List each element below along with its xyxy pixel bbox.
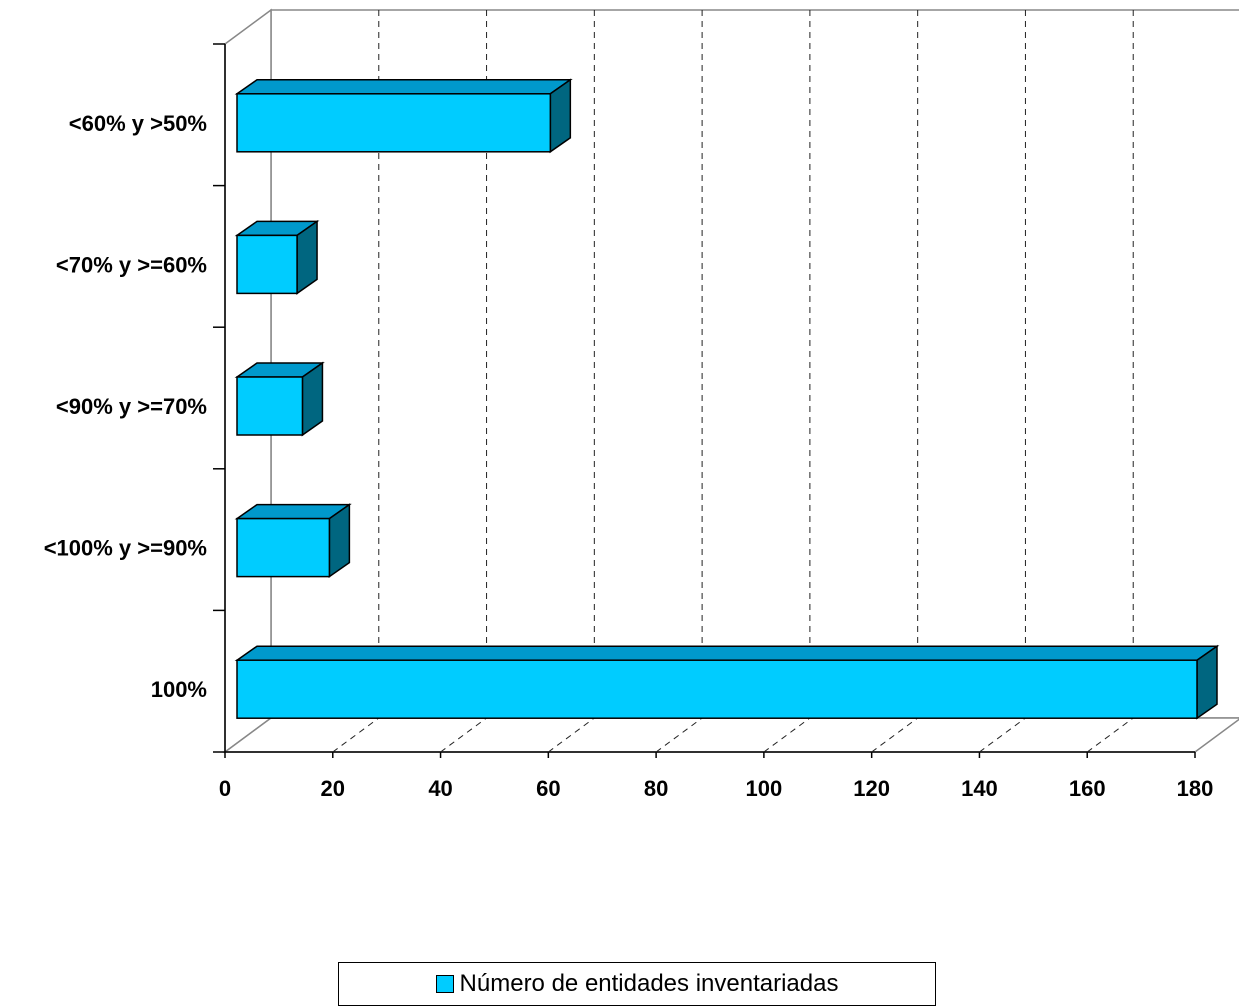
bar <box>234 503 352 579</box>
bar <box>234 219 320 295</box>
floor-gridline <box>763 717 811 753</box>
bar <box>234 644 1220 720</box>
x-tick-label: 0 <box>219 776 231 801</box>
y-category-label: <100% y >=90% <box>44 536 207 561</box>
floor-gridline <box>1086 717 1134 753</box>
bar-front <box>236 517 331 578</box>
y-category-label: <60% y >50% <box>69 111 207 136</box>
floor-gridline <box>440 717 487 753</box>
bar <box>234 361 325 437</box>
floor-gridline <box>871 717 918 753</box>
floor-gridline <box>332 717 380 753</box>
floor-gridline <box>979 717 1026 753</box>
legend: Número de entidades inventariadas <box>338 962 936 1006</box>
x-axis-tick-labels: 0 20 40 60 80 100 120 140 160 180 <box>219 776 1213 801</box>
gridlines <box>332 10 1134 753</box>
bar-top <box>234 645 1220 661</box>
bar-front <box>236 376 304 436</box>
y-axis-category-labels: 100% <100% y >=90% <90% y >=70% <70% y >=60… <box>44 111 207 702</box>
x-tick-label: 140 <box>961 776 998 801</box>
x-tick-label: 180 <box>1177 776 1214 801</box>
bars <box>234 78 1220 720</box>
chart-walls <box>213 8 1239 758</box>
x-tick-label: 100 <box>746 776 783 801</box>
floor <box>222 717 1239 753</box>
bar-front <box>236 659 1198 719</box>
x-tick-label: 40 <box>428 776 452 801</box>
floor-gridline <box>655 717 703 753</box>
x-tick-label: 120 <box>853 776 890 801</box>
x-tick-label: 80 <box>644 776 668 801</box>
x-tick-label: 160 <box>1069 776 1106 801</box>
bar <box>234 78 573 154</box>
bar-front <box>236 234 298 295</box>
y-category-label: <70% y >=60% <box>56 252 207 277</box>
bar-top <box>234 79 573 95</box>
legend-swatch <box>435 975 454 993</box>
legend-label: Número de entidades inventariadas <box>459 970 839 997</box>
floor-gridline <box>548 717 595 753</box>
bar-front <box>236 93 552 153</box>
x-tick-label: 20 <box>321 776 345 801</box>
y-category-label: 100% <box>151 677 207 702</box>
y-category-label: <90% y >=70% <box>56 394 207 419</box>
x-tick-label: 60 <box>536 776 560 801</box>
